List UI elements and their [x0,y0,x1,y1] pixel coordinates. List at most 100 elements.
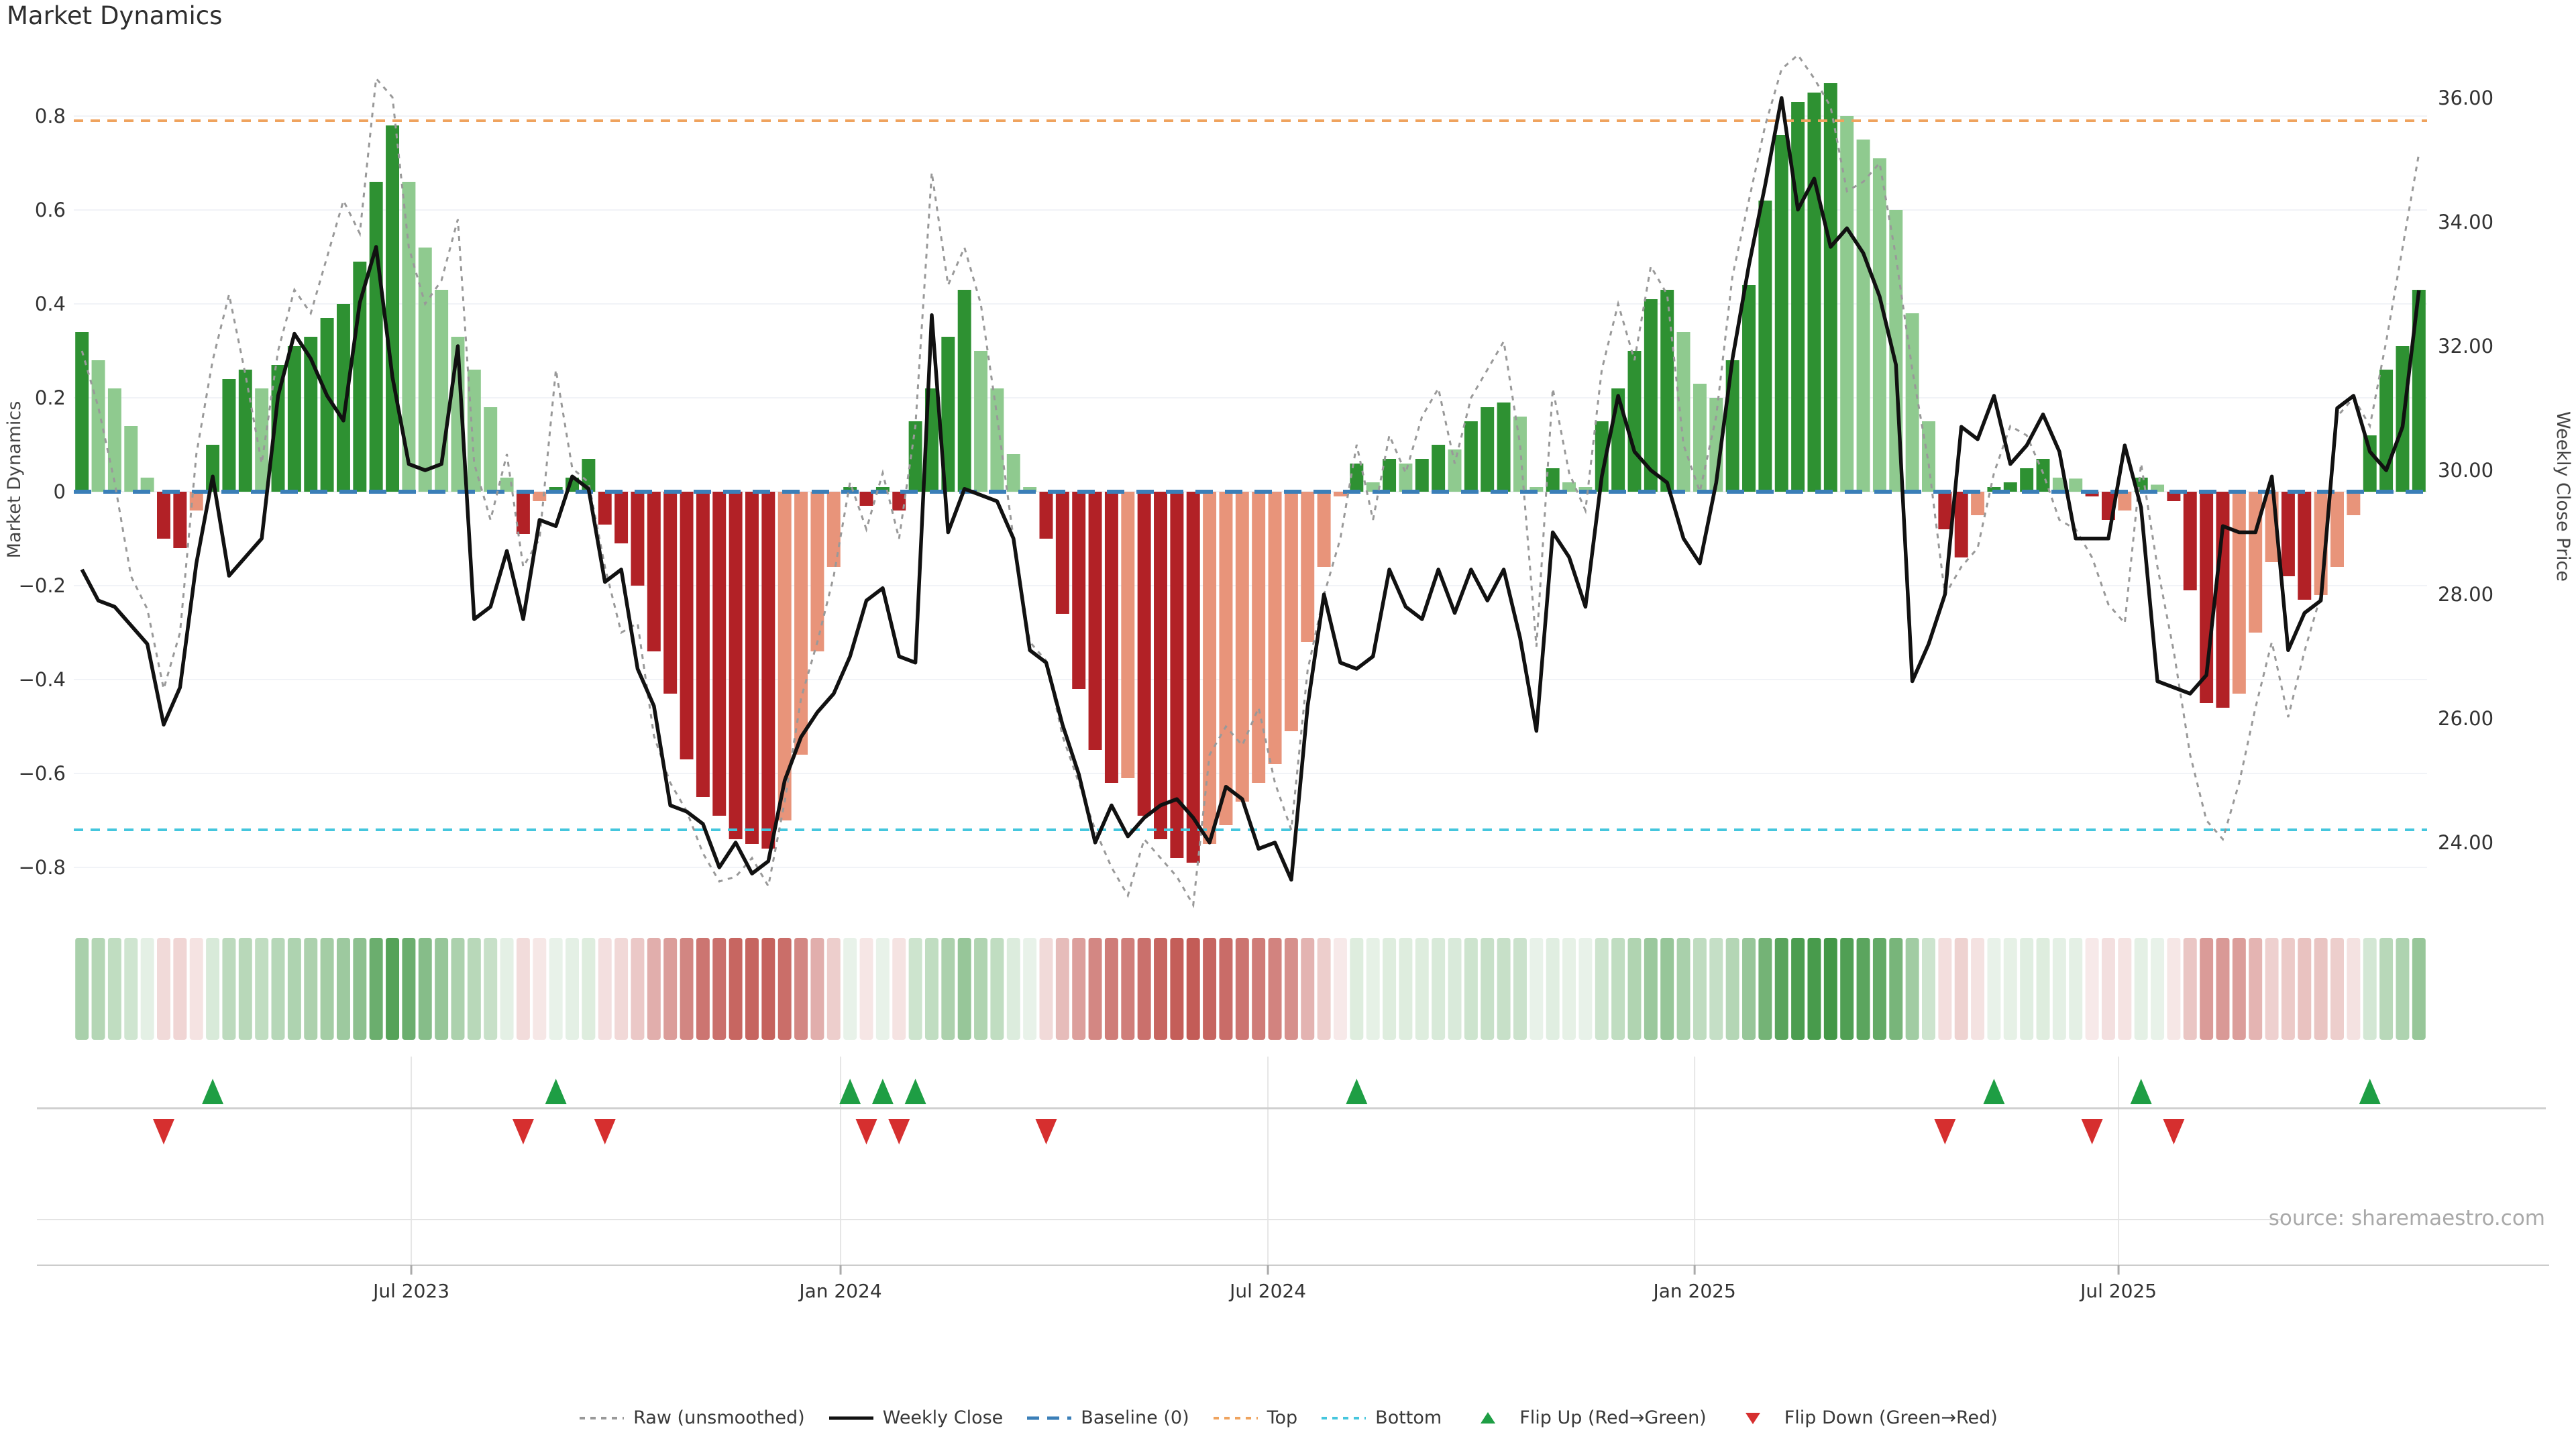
bar-week-90 [1529,487,1544,492]
bar-week-10 [222,379,236,492]
legend-item-4: Bottom [1320,1407,1442,1428]
bar-week-136 [2281,492,2295,576]
strip-cell-week-48 [843,938,857,1040]
strip-cell-week-123 [2069,938,2083,1040]
strip-cell-week-41 [729,938,743,1040]
bar-week-48 [843,487,857,492]
bar-week-93 [1578,487,1593,492]
right-tick-label: 34.00 [2438,211,2493,233]
bar-week-16 [320,318,334,492]
heat-strip [75,938,2426,1040]
right-tick-label: 32.00 [2438,335,2493,358]
bar-week-34 [614,492,629,543]
bar-week-3 [107,388,121,492]
bar-week-44 [777,492,792,820]
strip-cell-week-125 [2101,938,2115,1040]
bar-week-105 [1774,135,1788,492]
strip-cell-week-113 [1905,938,1919,1040]
strip-cell-week-109 [1840,938,1854,1040]
strip-cell-week-35 [631,938,645,1040]
bar-week-55 [957,290,971,492]
bar-week-32 [582,459,596,492]
bar-week-57 [990,388,1004,492]
strip-cell-week-78 [1334,938,1347,1040]
strip-cell-week-101 [1709,938,1723,1040]
strip-cell-week-12 [255,938,269,1040]
left-tick-label: 0.2 [35,386,66,409]
strip-cell-week-36 [647,938,661,1040]
left-tick-label: −0.6 [19,762,66,785]
flip-down-marker-week-60 [1035,1119,1057,1144]
strip-cell-week-116 [1954,938,1968,1040]
strip-cell-week-111 [1872,938,1886,1040]
strip-cell-week-136 [2281,938,2295,1040]
bar-week-132 [2216,492,2230,708]
strip-cell-week-118 [1987,938,2001,1040]
legend-item-0: Raw (unsmoothed) [578,1407,805,1428]
dotted-line-icon [1213,1416,1258,1419]
strip-cell-week-96 [1627,938,1642,1040]
strip-cell-week-117 [1971,938,1985,1040]
bar-week-74 [1268,492,1282,764]
strip-cell-week-7 [173,938,187,1040]
strip-cell-week-24 [451,938,465,1040]
bar-week-21 [402,182,416,492]
flip-down-marker-week-6 [152,1119,174,1144]
bar-week-4 [124,426,138,492]
bar-week-72 [1235,492,1249,802]
strip-cell-week-142 [2379,938,2394,1040]
bar-week-89 [1513,417,1527,492]
left-tick-label: 0.4 [35,292,66,315]
bar-week-45 [794,492,808,755]
strip-cell-week-1 [75,938,89,1040]
bar-week-69 [1186,492,1200,863]
strip-cell-week-60 [1039,938,1053,1040]
strip-cell-week-73 [1252,938,1266,1040]
bar-week-85 [1448,449,1462,492]
bar-week-65 [1121,492,1135,778]
bar-week-84 [1432,445,1446,492]
strip-cell-week-34 [614,938,629,1040]
bar-week-1 [75,332,89,492]
dotted-line-icon [1322,1416,1366,1419]
strip-cell-week-70 [1203,938,1217,1040]
strip-cell-week-72 [1235,938,1249,1040]
bar-week-133 [2232,492,2246,694]
strip-cell-week-103 [1742,938,1756,1040]
bar-week-56 [974,351,988,492]
strip-cell-week-104 [1758,938,1772,1040]
bar-week-114 [1922,421,1935,492]
bar-week-82 [1399,464,1413,492]
strip-cell-week-132 [2216,938,2230,1040]
strip-cell-week-9 [206,938,220,1040]
strip-cell-week-106 [1791,938,1805,1040]
left-tick-label: −0.4 [19,668,66,691]
right-tick-label: 28.00 [2438,583,2493,606]
strip-cell-week-102 [1725,938,1739,1040]
bar-week-49 [859,492,873,506]
chart-legend: Raw (unsmoothed) Weekly Close Baseline (0)… [0,1407,2576,1428]
strip-cell-week-19 [369,938,383,1040]
bar-week-107 [1807,93,1821,492]
bar-week-11 [238,370,252,492]
strip-cell-week-14 [287,938,301,1040]
strip-cell-week-40 [712,938,727,1040]
strip-cell-week-135 [2265,938,2279,1040]
bar-week-126 [2118,492,2132,511]
raw-line [80,53,2420,908]
legend-item-3: Top [1212,1407,1297,1428]
x-tick-label-2: Jul 2024 [1228,1280,1306,1302]
strip-cell-week-129 [2167,938,2181,1040]
legend-item-2: Baseline (0) [1026,1407,1189,1428]
bar-week-142 [2379,370,2394,492]
strip-cell-week-30 [549,938,563,1040]
bar-week-119 [2003,482,2017,492]
x-tick-label-3: Jan 2025 [1652,1280,1735,1302]
bar-week-94 [1595,421,1609,492]
strip-cell-week-66 [1137,938,1151,1040]
strip-cell-week-63 [1088,938,1102,1040]
strip-cell-week-57 [990,938,1004,1040]
strip-cell-week-25 [467,938,481,1040]
strip-cell-week-18 [353,938,367,1040]
strip-cell-week-49 [859,938,873,1040]
